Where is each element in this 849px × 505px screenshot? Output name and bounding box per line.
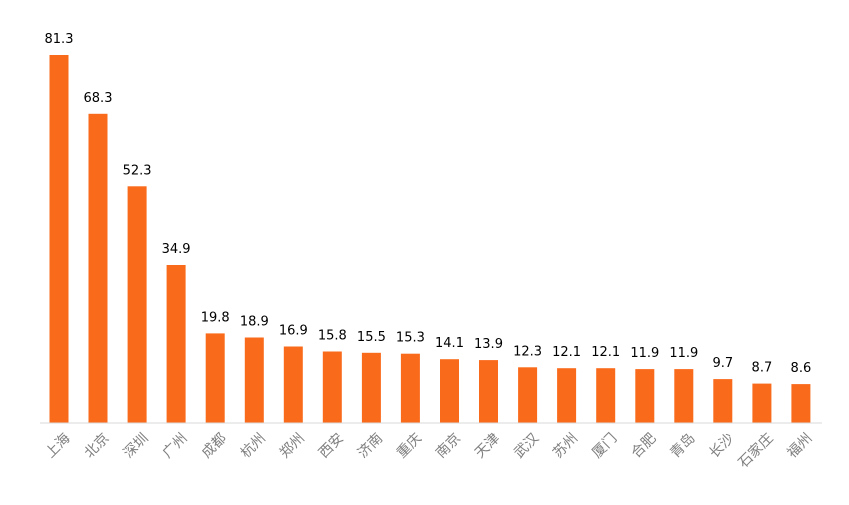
category-label-19: 福州 [784,430,815,461]
bar-8 [361,352,381,423]
category-label-14: 厦门 [589,430,620,461]
category-label-15: 合肥 [628,430,659,461]
value-label-6: 16.9 [279,324,308,339]
bar-12 [518,367,538,423]
bars-group [49,55,811,424]
category-label-17: 长沙 [706,430,737,461]
value-label-12: 12.3 [513,344,542,359]
value-label-8: 15.5 [357,330,386,345]
bar-9 [400,353,420,423]
bar-5 [244,337,264,423]
value-label-4: 19.8 [201,310,230,325]
value-label-18: 8.7 [752,361,773,376]
category-label-12: 武汉 [511,430,542,461]
bar-15 [635,369,655,423]
value-label-13: 12.1 [552,345,581,360]
value-labels-group: 81.3 68.3 52.3 34.9 19.8 18.9 16.9 15.8 15.5 15.3… [45,32,812,376]
value-label-11: 13.9 [474,337,503,352]
value-label-17: 9.7 [712,356,733,371]
bar-14 [596,368,616,423]
bar-1 [88,113,108,424]
value-label-7: 15.8 [318,329,347,344]
category-labels-group: 上海 北京 深圳 广州 成都 杭州 郑州 西安 济南 重庆 南京 天津 武汉 苏州 厦门 合肥 青岛 长沙石家庄福… [43,430,816,472]
bar-17 [713,379,733,423]
value-label-10: 14.1 [435,336,464,351]
bar-3 [166,265,186,423]
bar-2 [127,186,147,423]
bar-6 [283,346,303,423]
category-label-8: 济南 [355,430,386,461]
category-label-16: 青岛 [667,430,698,461]
category-label-7: 西安 [316,430,347,461]
value-label-5: 18.9 [240,315,269,330]
category-label-11: 天津 [472,430,503,461]
category-label-18: 石家庄 [735,430,777,472]
bar-18 [752,383,772,423]
category-label-0: 上海 [43,430,74,461]
bar-4 [205,333,225,423]
value-label-1: 68.3 [84,91,113,106]
bar-7 [322,351,342,423]
value-label-0: 81.3 [45,32,74,47]
category-label-2: 深圳 [121,430,152,461]
value-label-14: 12.1 [591,345,620,360]
category-label-1: 北京 [82,430,113,461]
category-label-3: 广州 [160,430,191,461]
value-label-19: 8.6 [791,361,812,376]
bar-0 [49,55,69,423]
bar-13 [557,368,577,423]
bar-19 [791,384,811,423]
category-label-9: 重庆 [394,430,425,461]
category-label-13: 苏州 [550,430,581,461]
category-label-4: 成都 [199,430,230,461]
value-label-9: 15.3 [396,331,425,346]
category-label-5: 杭州 [238,430,269,461]
category-label-10: 南京 [433,430,464,461]
bar-10 [440,359,459,423]
value-label-3: 34.9 [162,242,191,257]
value-label-16: 11.9 [669,346,698,361]
category-label-6: 郑州 [277,430,308,461]
bar-11 [479,360,498,423]
bar-16 [674,369,694,423]
value-label-15: 11.9 [630,346,659,361]
value-label-2: 52.3 [123,163,152,178]
